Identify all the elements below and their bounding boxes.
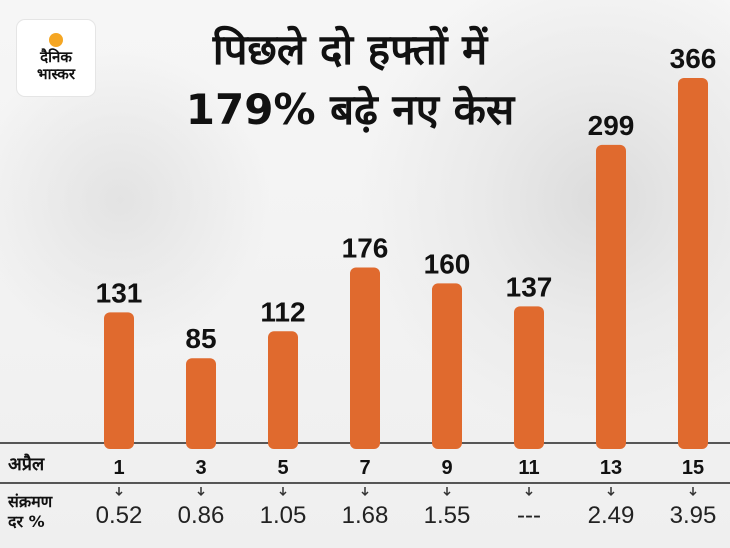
logo-text-line2: भास्कर	[37, 65, 75, 83]
rate-label-5: 1.05	[260, 502, 307, 529]
bar-9	[432, 283, 462, 449]
value-label-3: 85	[185, 323, 216, 354]
date-row-label: अप्रैल	[8, 454, 45, 475]
x-tick-label-7: 7	[359, 457, 370, 479]
x-tick-label-3: 3	[195, 457, 206, 479]
x-tick-label-13: 13	[600, 457, 622, 479]
rate-label-13: 2.49	[588, 502, 635, 529]
value-label-13: 299	[588, 110, 635, 141]
value-label-1: 131	[96, 277, 143, 308]
down-arrow-icon	[443, 487, 451, 497]
rate-label-11: ---	[517, 502, 541, 529]
down-arrow-icon	[197, 487, 205, 497]
rate-row-label-line1: संक्रमण	[8, 492, 53, 511]
sun-icon	[49, 33, 63, 47]
rate-label-7: 1.68	[342, 502, 389, 529]
logo-text-line1: दैनिक	[40, 48, 72, 66]
bar-15	[678, 78, 708, 449]
down-arrow-icon	[279, 487, 287, 497]
value-label-5: 112	[260, 296, 305, 327]
value-label-11: 137	[506, 271, 553, 302]
x-tick-label-15: 15	[682, 457, 704, 479]
rate-row-label: संक्रमण दर %	[8, 492, 52, 532]
x-tick-label-11: 11	[518, 457, 539, 479]
x-tick-label-1: 1	[113, 457, 124, 479]
down-arrow-icon	[689, 487, 697, 497]
chart-title: पिछले दो हफ्तों में 179% बढ़े नए केस	[140, 20, 560, 140]
down-arrow-icon	[525, 487, 533, 497]
value-label-15: 366	[670, 43, 717, 74]
dainik-bhaskar-logo: दैनिक भास्कर	[17, 20, 95, 96]
down-arrow-icon	[361, 487, 369, 497]
rate-label-15: 3.95	[670, 502, 717, 529]
x-tick-label-5: 5	[277, 457, 288, 479]
bar-5	[268, 331, 298, 449]
chart-title-line2: 179% बढ़े नए केस	[185, 85, 515, 134]
x-tick-label-9: 9	[441, 457, 452, 479]
bar-7	[350, 267, 380, 449]
down-arrow-icon	[607, 487, 615, 497]
value-label-9: 160	[424, 248, 471, 279]
rate-label-9: 1.55	[424, 502, 471, 529]
value-label-7: 176	[342, 232, 389, 263]
bar-3	[186, 358, 216, 449]
chart-title-line1: पिछले दो हफ्तों में	[212, 25, 488, 74]
bar-1	[104, 312, 134, 449]
rate-label-3: 0.86	[178, 502, 225, 529]
rate-row-label-line2: दर %	[8, 512, 45, 531]
bar-11	[514, 306, 544, 449]
bar-13	[596, 144, 626, 449]
rate-label-1: 0.52	[96, 502, 143, 529]
down-arrow-icon	[115, 487, 123, 497]
